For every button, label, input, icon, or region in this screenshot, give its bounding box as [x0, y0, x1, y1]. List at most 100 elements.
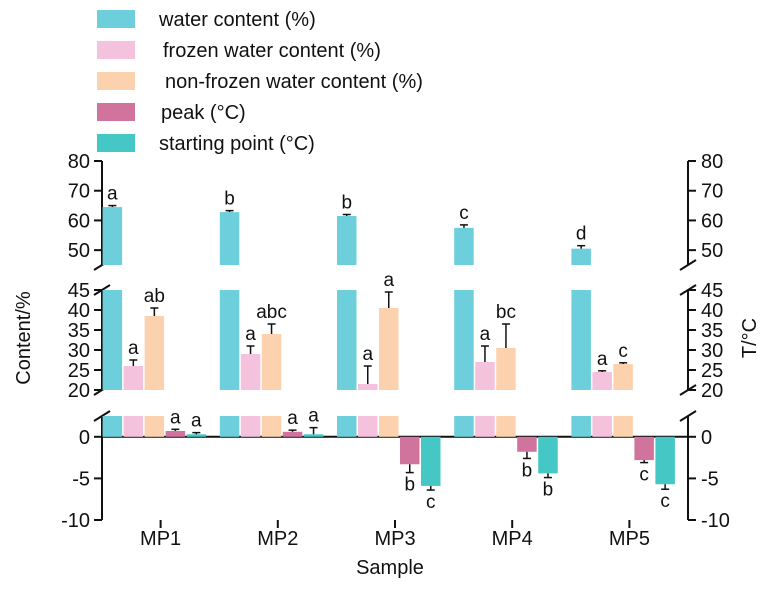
- y-axis-label-right: T/°C: [739, 318, 761, 358]
- left-tick-label: 0: [79, 427, 90, 449]
- bar: [337, 416, 357, 437]
- significance-label: c: [660, 491, 670, 512]
- bar: [219, 290, 240, 390]
- left-tick-label: 35: [68, 320, 90, 342]
- significance-label: a: [107, 184, 118, 205]
- bar: [123, 366, 144, 390]
- significance-label: a: [480, 324, 491, 345]
- right-tick-label: 30: [701, 340, 723, 362]
- legend-swatch: [97, 10, 135, 28]
- significance-label: bc: [496, 302, 516, 323]
- bar: [496, 348, 516, 390]
- legend-swatch: [97, 103, 135, 121]
- right-tick-label: 80: [701, 151, 723, 173]
- bar: [475, 416, 495, 437]
- significance-label: a: [308, 406, 319, 427]
- right-tick-label: 40: [701, 300, 723, 322]
- left-tick-label: 40: [68, 300, 90, 322]
- x-tick-label: MP5: [609, 528, 650, 550]
- bar: [454, 416, 474, 437]
- legend-swatch: [97, 41, 135, 59]
- significance-label: abc: [256, 302, 287, 323]
- significance-label: a: [287, 408, 298, 429]
- bar: [303, 434, 324, 437]
- left-axis-break: [93, 410, 111, 422]
- left-tick-label: 50: [68, 240, 90, 262]
- significance-label: a: [170, 407, 181, 428]
- significance-label: b: [341, 192, 352, 213]
- legend-label: frozen water content (%): [163, 40, 381, 62]
- x-tick-label: MP2: [257, 528, 298, 550]
- bar: [634, 436, 654, 461]
- bar: [571, 290, 591, 390]
- right-tick-label: 35: [701, 320, 723, 342]
- bar: [379, 416, 399, 437]
- x-tick-label: MP4: [492, 528, 533, 550]
- right-tick-label: 50: [701, 240, 723, 262]
- bar: [421, 436, 441, 486]
- significance-label: a: [128, 338, 139, 359]
- legend-label: peak (°C): [161, 102, 246, 124]
- right-tick-label: 60: [701, 210, 723, 232]
- bar: [517, 436, 537, 452]
- significance-label: d: [576, 224, 587, 245]
- bar: [358, 416, 378, 437]
- bar: [102, 290, 123, 390]
- significance-label: a: [597, 349, 608, 370]
- right-tick-label: 25: [701, 360, 723, 382]
- bar: [454, 290, 474, 390]
- bar: [240, 416, 261, 437]
- bar: [219, 416, 240, 437]
- bar: [571, 248, 591, 265]
- bar: [186, 434, 207, 437]
- bar: [282, 431, 303, 437]
- right-axis-break: [679, 259, 697, 271]
- significance-label: c: [459, 203, 469, 224]
- bar: [592, 416, 612, 437]
- left-tick-label: 20: [68, 380, 90, 402]
- left-tick-label: -10: [61, 510, 90, 532]
- right-tick-label: -5: [701, 468, 719, 490]
- bar: [144, 416, 165, 437]
- bar: [613, 416, 633, 437]
- right-axis-break: [679, 410, 697, 422]
- bar: [240, 354, 261, 390]
- bar: [144, 316, 165, 390]
- left-tick-label: 60: [68, 210, 90, 232]
- bar: [358, 384, 378, 390]
- left-tick-label: 80: [68, 151, 90, 173]
- bar: [613, 364, 633, 390]
- significance-label: b: [543, 480, 554, 501]
- bar: [379, 308, 399, 390]
- bar: [538, 436, 558, 474]
- bar: [261, 416, 282, 437]
- left-tick-label: 70: [68, 181, 90, 203]
- bar: [571, 416, 591, 437]
- bar: [454, 227, 474, 265]
- bar: [475, 362, 495, 390]
- significance-label: a: [245, 324, 256, 345]
- right-tick-label: -10: [701, 510, 730, 532]
- bar: [337, 290, 357, 390]
- right-tick-label: 45: [701, 280, 723, 302]
- legend: water content (%) frozen water content (%…: [97, 9, 423, 155]
- y-axis-label-left: Content/%: [13, 291, 35, 385]
- significance-label: b: [224, 189, 235, 210]
- bar: [165, 430, 186, 437]
- left-tick-label: 45: [68, 280, 90, 302]
- significance-label: b: [522, 460, 533, 481]
- legend-label: water content (%): [158, 9, 316, 31]
- legend-label: non-frozen water content (%): [165, 71, 423, 93]
- significance-label: ab: [144, 286, 165, 307]
- legend-swatch: [97, 72, 135, 90]
- significance-label: a: [383, 270, 394, 291]
- legend-swatch: [97, 134, 135, 152]
- significance-label: b: [404, 475, 415, 496]
- bar: [496, 416, 516, 437]
- x-tick-label: MP3: [374, 528, 415, 550]
- significance-label: c: [639, 465, 649, 486]
- right-tick-label: 20: [701, 380, 723, 402]
- bar: [261, 334, 282, 390]
